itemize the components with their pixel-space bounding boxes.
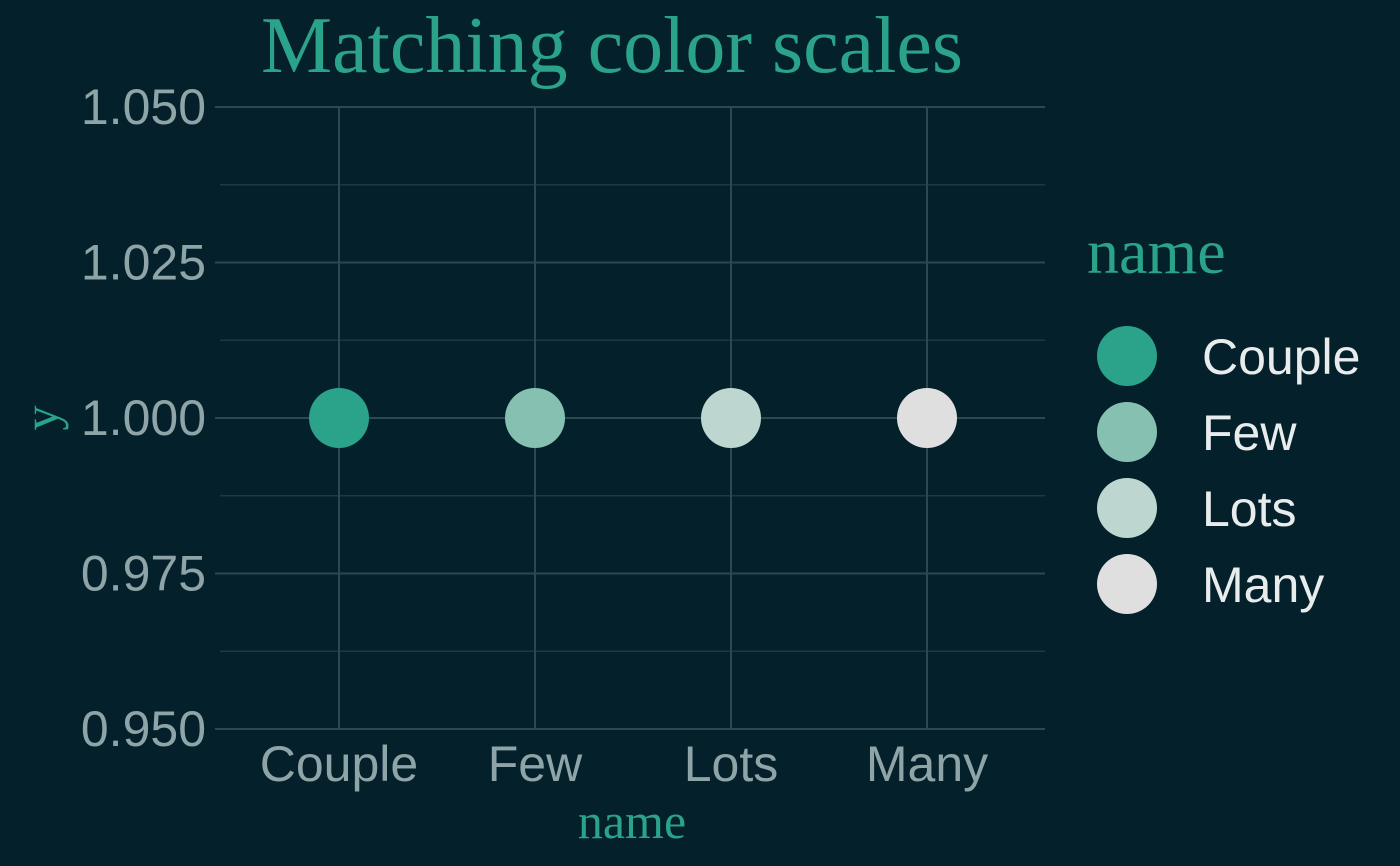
data-point-lots	[701, 388, 761, 448]
legend-label-couple: Couple	[1202, 329, 1360, 385]
chart-title: Matching color scales	[261, 2, 963, 90]
data-point-few	[505, 388, 565, 448]
y-axis-tick-labels: 0.950 0.975 1.000 1.025 1.050	[81, 79, 206, 757]
x-tick-label: Many	[866, 736, 988, 792]
y-tick-label: 1.000	[81, 390, 206, 446]
y-tick-label: 1.050	[81, 79, 206, 135]
y-tick-label: 0.950	[81, 701, 206, 757]
legend-key-lots	[1097, 478, 1157, 538]
legend-items: Couple Few Lots Many	[1097, 326, 1360, 614]
y-axis-label: y	[13, 406, 69, 431]
y-tick-label: 1.025	[81, 235, 206, 291]
x-tick-label: Couple	[260, 736, 418, 792]
legend-key-few	[1097, 402, 1157, 462]
legend-label-lots: Lots	[1202, 481, 1297, 537]
y-tick-label: 0.975	[81, 546, 206, 602]
minor-gridlines	[220, 184, 1045, 652]
x-axis-tick-labels: Couple Few Lots Many	[260, 736, 988, 792]
legend: name Couple Few Lots Many	[1087, 216, 1360, 614]
data-point-couple	[309, 388, 369, 448]
legend-key-couple	[1097, 326, 1157, 386]
legend-label-few: Few	[1202, 405, 1297, 461]
legend-title: name	[1087, 216, 1226, 287]
x-tick-label: Few	[488, 736, 583, 792]
legend-label-many: Many	[1202, 557, 1324, 613]
data-point-many	[897, 388, 957, 448]
x-tick-label: Lots	[684, 736, 779, 792]
x-axis-label: name	[578, 793, 686, 849]
legend-key-many	[1097, 554, 1157, 614]
data-points	[309, 388, 957, 448]
